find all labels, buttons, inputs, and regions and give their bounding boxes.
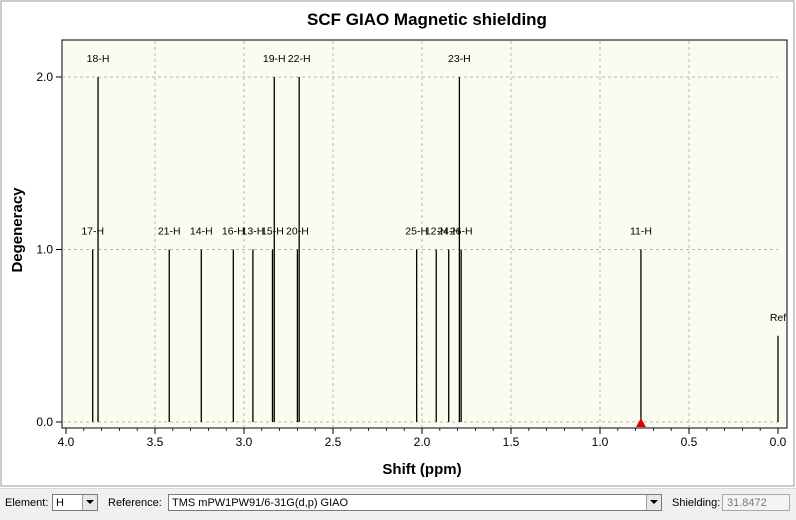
- bars-layer: [92, 77, 779, 422]
- shielding-value: 31.8472: [727, 497, 767, 509]
- y-tick-label: 0.0: [36, 415, 53, 429]
- peak-label: 21-H: [158, 226, 181, 238]
- chevron-down-icon[interactable]: [82, 495, 97, 510]
- grid-layer: [62, 41, 778, 427]
- shift-marker-icon[interactable]: [635, 418, 646, 427]
- peak-label: 16-H: [222, 226, 245, 238]
- peak-label: 25-H: [405, 226, 428, 238]
- peak-label: 11-H: [630, 226, 652, 238]
- chart-border: [0, 0, 795, 487]
- x-tick-label: 1.5: [503, 435, 520, 449]
- x-tick-label: 3.0: [236, 435, 253, 449]
- peak-label: 15-H: [261, 226, 284, 238]
- peak-label: 13-H: [242, 226, 265, 238]
- chevron-down-icon[interactable]: [646, 495, 661, 510]
- x-axis-ticks: 4.0 3.5 3.0 2.5 2.0 1.5 1.0 0.5 0.0: [58, 428, 787, 449]
- x-tick-label: 4.0: [58, 435, 75, 449]
- spectrum-chart: SCF GIAO Magnetic shielding 17-H 18-H 21-H…: [0, 0, 796, 488]
- x-tick-label: 0.5: [681, 435, 698, 449]
- peak-label: 12-H: [425, 226, 448, 238]
- peak-label: 17-H: [81, 226, 104, 238]
- y-axis-label: Degeneracy: [9, 187, 26, 273]
- y-tick-label: 2.0: [36, 70, 53, 84]
- peak-label: 26-H: [450, 226, 473, 238]
- reference-select[interactable]: TMS mPW1PW91/6-31G(d,p) GIAO: [168, 494, 662, 511]
- peak-label: 20-H: [286, 226, 309, 238]
- peak-label: Ref: [770, 312, 786, 324]
- reference-label: Reference:: [108, 497, 162, 509]
- peak-label: 24-H: [437, 226, 460, 238]
- y-axis-ticks: 0.0 1.0 2.0: [36, 70, 62, 429]
- element-value: H: [56, 497, 64, 509]
- element-select[interactable]: H: [52, 494, 98, 511]
- x-tick-label: 0.0: [770, 435, 787, 449]
- x-tick-label: 2.5: [325, 435, 342, 449]
- reference-value: TMS mPW1PW91/6-31G(d,p) GIAO: [172, 497, 349, 509]
- x-tick-label: 1.0: [592, 435, 609, 449]
- x-tick-label: 2.0: [414, 435, 431, 449]
- element-label: Element:: [5, 497, 49, 509]
- x-axis-label: Shift (ppm): [382, 461, 461, 478]
- y-tick-label: 1.0: [36, 243, 53, 257]
- chart-title: SCF GIAO Magnetic shielding: [307, 10, 547, 29]
- x-tick-label: 3.5: [147, 435, 164, 449]
- peak-label: 22-H: [288, 53, 311, 65]
- plot-area: [61, 39, 788, 429]
- peak-label: 19-H: [263, 53, 286, 65]
- shielding-field[interactable]: 31.8472: [722, 494, 790, 511]
- peak-label: 18-H: [87, 53, 110, 65]
- peak-labels-layer: 17-H 18-H 21-H 14-H 16-H13-H15-H 19-H 20-H 22-H…: [81, 53, 786, 324]
- controls-bar: Element: H Reference: TMS mPW1PW91/6-31G…: [0, 488, 796, 520]
- peak-label: 14-H: [190, 226, 213, 238]
- shielding-label: Shielding:: [672, 497, 721, 509]
- peak-label: 23-H: [448, 53, 471, 65]
